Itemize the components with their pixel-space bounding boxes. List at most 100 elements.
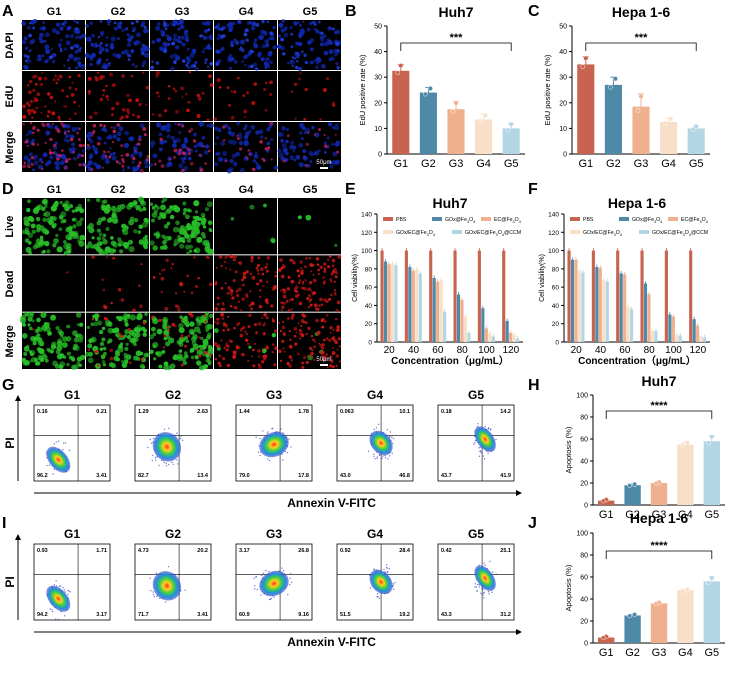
event-dot [373,453,375,456]
y-tick-label: 0 [368,340,372,347]
quadrant-lower-right: 3.41 [96,473,107,479]
column-label: G1 [64,388,80,402]
cell-dot [150,65,155,70]
cell-dot [46,58,50,62]
cell-dot [300,266,303,270]
legend-text: PBS [396,217,407,223]
event-dot [375,426,378,429]
cell-dot [78,143,83,148]
bar-g3 [632,106,650,154]
cell-dot [178,349,183,353]
cell-dot [209,61,213,66]
cell-dot [295,290,299,293]
cell-dot [162,244,168,250]
cell-dot [294,57,297,60]
cell-dot [297,21,300,24]
cell-dot [229,66,233,70]
legend-subscript: 3 [683,233,685,237]
cell-dot [97,36,101,39]
cell-dot [291,308,294,311]
bar-series-3 [577,270,582,342]
cell-dot [79,47,83,50]
legend-subscript: 4 [660,220,662,224]
cell-dot [302,149,307,154]
cell-dot [298,301,303,306]
cell-dot [150,326,156,332]
cell-dot [245,38,249,42]
cell-dot [135,350,142,357]
cell-dot [132,308,136,313]
cell-dot [47,331,52,336]
cell-dot [158,318,162,322]
cell-dot [142,332,147,337]
bar-series-2 [436,281,440,342]
cell-dot [173,148,178,153]
cell-dot [99,341,105,347]
cell-dot [44,32,50,38]
cell-dot [110,36,116,42]
cell-dot [24,238,30,243]
legend-label: EC@Fe3O4 [681,217,708,224]
cell-dot [69,33,75,39]
cell-dot [28,313,34,319]
event-dot [491,591,493,593]
cell-dot [116,37,120,40]
legend-text: O [498,230,502,236]
panel-letter-i: I [2,515,6,532]
cell-dot [122,314,128,321]
cell-dot [126,93,130,98]
cell-dot [323,150,327,154]
cell-dot [255,331,259,335]
cell-dot [330,280,333,283]
cell-dot [76,21,79,24]
cell-dot [258,295,262,298]
event-dot [152,437,155,440]
cell-dot [282,159,287,163]
cell-dot [328,26,332,29]
cell-dot [241,352,245,357]
cell-dot [155,74,159,78]
chart-title: Huh7 [439,4,474,20]
cell-dot [319,118,322,121]
legend-subscript: 3 [427,233,429,237]
cell-dot [44,141,47,144]
cell-dot [217,361,221,365]
quadrant-upper-right: 1.71 [96,548,107,554]
cell-dot [64,105,68,108]
cell-dot [207,149,211,153]
cell-dot [246,342,250,346]
cell-dot [213,117,218,122]
cell-dot [302,314,307,318]
cell-dot [88,155,93,160]
cell-dot [253,43,259,49]
cell-dot [216,78,221,83]
cell-dot [165,208,172,214]
cell-dot [336,348,339,351]
cell-dot [27,199,31,204]
bar-g4 [677,590,694,643]
cell-dot [278,268,282,272]
cell-dot [194,210,199,214]
y-tick-label: 0 [563,152,567,159]
cell-dot [58,227,63,232]
cell-dot [101,337,106,342]
cell-dot [175,21,178,24]
bar-series-4 [418,273,422,342]
cell-dot [178,19,184,25]
cell-dot [189,244,194,249]
cell-dot [299,23,302,27]
cell-dot [151,206,156,210]
bar-series-2 [411,270,415,342]
cell-dot [73,44,77,48]
cell-dot [269,137,274,142]
cell-dot [86,325,90,330]
cell-dot [117,24,121,29]
cell-dot [36,333,41,337]
cell-dot [93,162,98,167]
cell-dot [203,35,207,39]
cell-dot [184,244,191,250]
cell-dot [125,152,130,157]
cell-dot [108,155,112,159]
cell-dot [323,141,328,145]
cell-dot [111,155,117,161]
